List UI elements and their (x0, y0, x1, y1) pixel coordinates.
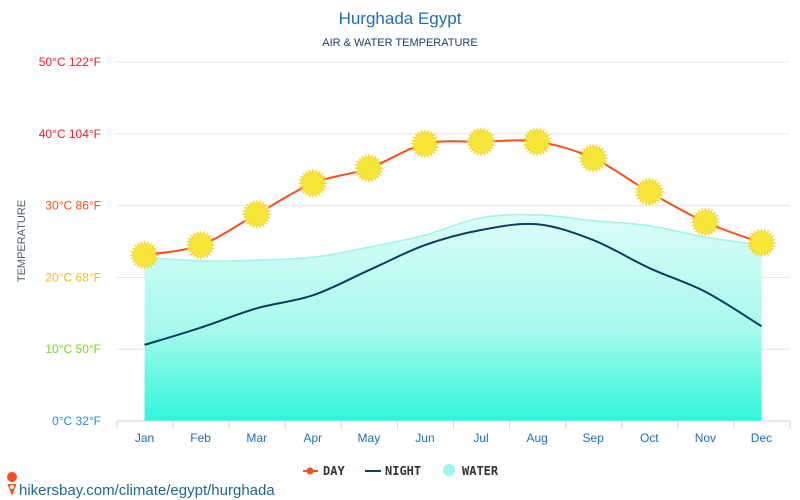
x-tick-label: May (358, 431, 381, 445)
x-tick-label: Jul (473, 431, 488, 445)
legend-night: NIGHT (385, 464, 421, 478)
x-tick-label: Apr (303, 431, 322, 445)
x-tick-label: Aug (526, 431, 547, 445)
sun-icon (578, 143, 609, 174)
water-line (144, 213, 762, 262)
sun-core (413, 132, 436, 155)
sun-core (526, 130, 549, 153)
sun-icon (185, 230, 216, 261)
sun-icon (353, 153, 384, 184)
footer: hikersbay.com/climate/egypt/hurghada (7, 472, 275, 499)
location-pin-icon (7, 472, 18, 496)
y-tick-label: 10°C 50°F (45, 342, 101, 356)
sun-core (245, 203, 268, 226)
x-tick-label: Mar (246, 431, 267, 445)
legend-water: WATER (462, 464, 499, 478)
source-link[interactable]: hikersbay.com/climate/egypt/hurghada (19, 482, 275, 499)
sun-icon (634, 177, 665, 207)
y-tick-label: 30°C 86°F (45, 199, 101, 213)
sun-core (189, 234, 212, 257)
legend-day: DAY (323, 464, 345, 478)
chart-title: Hurghada Egypt (339, 9, 462, 28)
sun-icon (466, 126, 496, 157)
sun-icon (241, 199, 272, 230)
sun-icon (690, 207, 721, 238)
sun-icon (410, 128, 440, 159)
x-tick-label: Jan (135, 431, 154, 445)
sun-core (750, 231, 773, 254)
y-tick-label: 50°C 122°F (39, 55, 101, 69)
sun-core (133, 244, 156, 267)
sun-core (582, 147, 605, 170)
sun-icon (746, 227, 777, 258)
chart-subtitle: AIR & WATER TEMPERATURE (322, 37, 477, 49)
y-tick-label: 20°C 68°F (45, 270, 101, 284)
legend-day-marker (306, 467, 314, 475)
y-axis-label: TEMPERATURE (16, 200, 28, 282)
y-tick-label: 0°C 32°F (52, 414, 101, 428)
sun-core (694, 211, 717, 234)
x-tick-label: Oct (640, 431, 659, 445)
x-tick-label: Dec (751, 431, 772, 445)
sun-icon (297, 168, 328, 199)
sun-icon (522, 126, 553, 157)
sun-core (301, 172, 324, 195)
y-tick-label: 40°C 104°F (39, 127, 101, 141)
sun-icon (129, 240, 160, 271)
legend: DAY NIGHT WATER (303, 464, 499, 478)
sun-core (357, 157, 380, 180)
x-tick-label: Sep (583, 431, 605, 445)
sun-core (470, 130, 493, 153)
sun-core (638, 180, 661, 203)
x-tick-label: Nov (695, 431, 716, 445)
water-area (144, 214, 762, 421)
x-tick-label: Feb (190, 431, 211, 445)
night-line (144, 222, 762, 346)
x-tick-label: Jun (415, 431, 434, 445)
legend-water-marker (443, 464, 455, 476)
